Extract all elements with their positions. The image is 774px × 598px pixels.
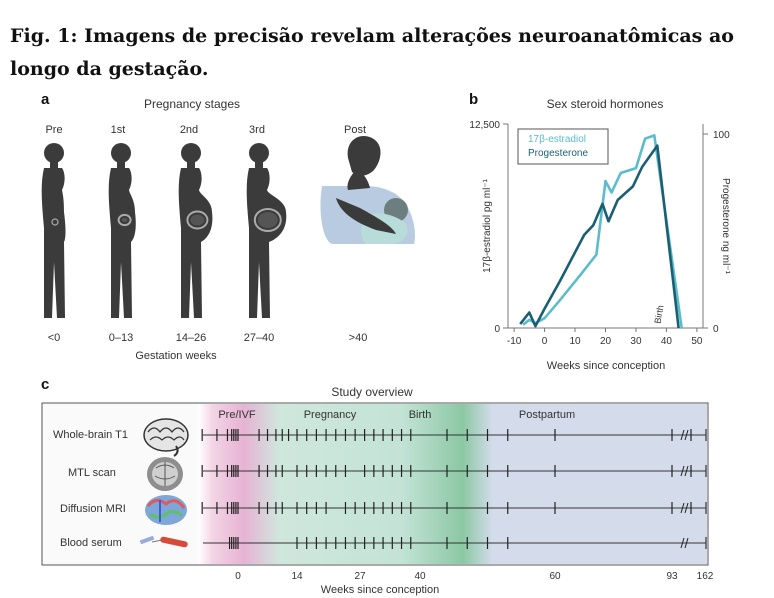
- phase-labels: Pre/IVF Pregnancy Birth Postpartum: [218, 409, 575, 421]
- gestation-week-labels: <0 0–13 14–26 27–40 >40: [48, 332, 368, 344]
- week-label-pre: <0: [48, 332, 61, 344]
- panel-a-label: a: [41, 91, 50, 108]
- y-left-tick-min: 0: [494, 324, 500, 335]
- phase-birth: Birth: [409, 409, 432, 421]
- y-left-axis-label: 17β-estradiol pg ml⁻¹: [482, 178, 493, 273]
- row-label-whole-brain-t1: Whole-brain T1: [53, 429, 128, 441]
- study-x-tick-labels: 0 14 27 40 60 93 162: [235, 571, 714, 582]
- y-right-axis-label: Progesterone ng ml⁻¹: [720, 178, 731, 275]
- stage-label-3rd: 3rd: [249, 124, 265, 136]
- fetus-shape: [190, 214, 205, 226]
- phase-pre-ivf: Pre/IVF: [218, 409, 256, 421]
- blood-serum-icon: [139, 535, 188, 548]
- study-timelines: [201, 429, 707, 549]
- hormone-series: [519, 134, 683, 329]
- birth-marker-label: Birth: [652, 304, 665, 324]
- axis-break-mark: [680, 537, 685, 549]
- silhouette-3rd: [246, 143, 287, 318]
- uterus-outline: [253, 207, 282, 233]
- study-x-tick-label: 162: [697, 571, 714, 582]
- stage-label-1st: 1st: [111, 124, 126, 136]
- silhouette-pre: [41, 143, 66, 318]
- week-label-2nd: 14–26: [176, 332, 207, 344]
- axis-break-mark: [684, 537, 689, 549]
- legend-estradiol: 17β-estradiol: [528, 134, 586, 145]
- stage-labels: Pre 1st 2nd 3rd Post: [45, 124, 366, 136]
- row-label-diffusion-mri: Diffusion MRI: [60, 503, 126, 515]
- study-x-axis-label: Weeks since conception: [321, 584, 439, 596]
- row-labels: Whole-brain T1 MTL scan Diffusion MRI Bl…: [53, 429, 128, 549]
- week-label-post: >40: [349, 332, 368, 344]
- axis-break-mark: [680, 429, 685, 441]
- legend-box: [517, 128, 609, 165]
- uterus-outline: [117, 213, 132, 227]
- phase-pregnancy: Pregnancy: [304, 409, 357, 421]
- axis-break-mark: [680, 465, 685, 477]
- legend-progesterone: Progesterone: [528, 148, 588, 159]
- study-x-tick-label: 60: [549, 571, 561, 582]
- panel-b-label: b: [469, 91, 478, 108]
- silhouette-2nd: [178, 143, 213, 318]
- panel-a-title: Pregnancy stages: [144, 97, 240, 111]
- study-x-tick-label: 40: [414, 571, 426, 582]
- axis-break-mark: [680, 502, 685, 514]
- y-right-tick-max: 100: [713, 130, 730, 141]
- axis-break-mark: [684, 502, 689, 514]
- axis-break-mark: [684, 465, 689, 477]
- row-label-mtl-scan: MTL scan: [68, 467, 116, 479]
- x-tick-label: 30: [630, 336, 642, 347]
- timeline-row-blood-serum: [203, 537, 707, 549]
- x-tick-label: 0: [542, 336, 548, 347]
- series-line-progesterone: [519, 144, 680, 329]
- postpartum-mother-baby-illustration: [320, 136, 416, 244]
- mtl-scan-icon: [147, 457, 183, 491]
- week-label-3rd: 27–40: [244, 332, 275, 344]
- panel-c-label: c: [41, 376, 49, 393]
- y-left-tick-max: 12,500: [469, 120, 500, 131]
- phase-postpartum: Postpartum: [519, 409, 575, 421]
- x-axis-label: Weeks since conception: [547, 360, 665, 372]
- week-label-1st: 0–13: [109, 332, 133, 344]
- stage-label-post: Post: [344, 124, 366, 136]
- timeline-row-whole-brain-t1: [201, 429, 707, 441]
- pregnancy-silhouettes: [41, 143, 287, 318]
- y-right-tick-min: 0: [713, 324, 719, 335]
- study-x-tick-label: 27: [354, 571, 366, 582]
- hormone-chart: 12,500 0 100 0 -10 0 10 20 30 40 50 17β-estrad…: [469, 120, 731, 372]
- figure-title: Fig. 1: Imagens de precisão revelam alte…: [10, 25, 734, 80]
- timeline-row-diffusion-mri: [201, 502, 707, 514]
- timeline-row-mtl-scan: [201, 465, 707, 477]
- stage-label-pre: Pre: [45, 124, 62, 136]
- diffusion-mri-icon: [145, 495, 187, 525]
- x-tick-label: -10: [507, 336, 522, 347]
- study-x-tick-label: 93: [666, 571, 678, 582]
- fetus-shape: [257, 211, 278, 229]
- panel-c-title: Study overview: [331, 385, 413, 399]
- row-label-blood-serum: Blood serum: [60, 537, 122, 549]
- uterus-outline: [186, 210, 209, 230]
- x-tick-label: 40: [661, 336, 673, 347]
- x-tick-label: 10: [569, 336, 581, 347]
- x-tick-labels: -10 0 10 20 30 40 50: [507, 328, 703, 347]
- axis-break-mark: [684, 429, 689, 441]
- fetus-shape: [121, 217, 128, 223]
- brain-t1-icon: [143, 418, 189, 457]
- gestation-weeks-axis-label: Gestation weeks: [135, 350, 217, 362]
- study-x-tick-label: 0: [235, 571, 241, 582]
- x-tick-label: 20: [600, 336, 612, 347]
- panel-b-title: Sex steroid hormones: [547, 97, 664, 111]
- stage-label-2nd: 2nd: [180, 124, 198, 136]
- study-phase-bands: [198, 404, 707, 564]
- study-x-tick-label: 14: [291, 571, 303, 582]
- silhouette-1st: [108, 143, 136, 318]
- x-tick-label: 50: [691, 336, 703, 347]
- uterus-outline: [51, 218, 59, 226]
